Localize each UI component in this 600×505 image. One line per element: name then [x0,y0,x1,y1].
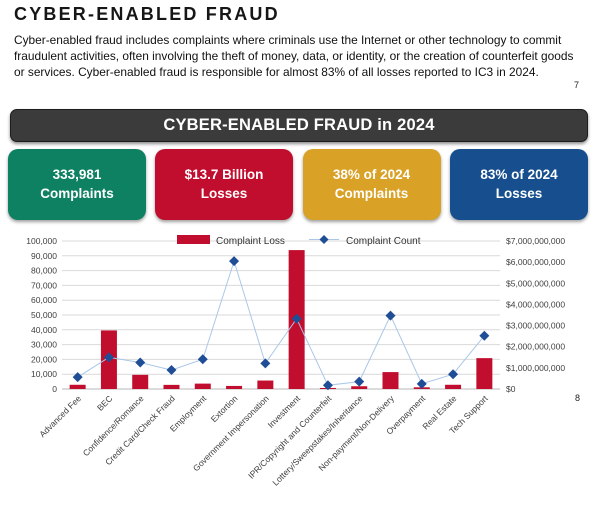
point-IPR/Copyright and Counterfeit [322,380,333,391]
x-axis-label: Extortion [209,393,240,424]
point-Extortion [229,256,240,267]
left-axis-tick: 40,000 [31,325,57,335]
right-axis-tick: $1,000,000,000 [506,363,565,373]
right-axis-tick: $5,000,000,000 [506,278,565,288]
stat-label: Complaints [334,185,409,201]
point-Real Estate [448,369,459,380]
left-axis-tick: 30,000 [31,340,57,350]
right-axis-tick: $6,000,000,000 [506,257,565,267]
stat-box-pct-complaints: 38% of 2024 Complaints [302,149,441,220]
point-Overpayment [416,378,427,389]
bar-Employment [194,383,211,389]
left-axis-tick: 60,000 [31,295,57,305]
bar-Lottery/Sweepstakes/Inheritance [351,386,368,389]
left-axis-tick: 70,000 [31,280,57,290]
legend-label-count: Complaint Count [346,236,421,247]
left-axis-tick: 20,000 [31,354,57,364]
legend-diamond-icon [319,235,329,244]
page-number-8: 8 [575,393,581,403]
intro-paragraph: Cyber-enabled fraud includes complaints … [14,33,574,80]
combo-chart: 100,000 90,000 80,000 70,000 60,000 50,000 40,… [0,232,600,505]
point-Credit Card/Check Fraud [166,365,177,376]
bar-Credit Card/Check Fraud [163,384,180,389]
point-Investment [291,313,302,324]
left-axis-tick: 80,000 [31,266,57,276]
point-Tech Support [479,330,490,341]
stat-box-complaints: 333,981 Complaints [8,149,146,220]
left-axis-tick: 0 [52,384,57,394]
stat-value: $13.7 Billion [184,166,264,182]
page-number-7: 7 [574,80,580,90]
legend-label-loss: Complaint Loss [216,236,285,247]
left-axis-tick: 50,000 [31,310,57,320]
x-axis-label: BEC [95,393,114,412]
chart-svg: 100,000 90,000 80,000 70,000 60,000 50,000 40,… [26,235,565,488]
page-title: CYBER-ENABLED FRAUD [14,4,280,24]
stat-box-pct-losses: 83% of 2024 Losses [450,149,588,220]
left-axis-tick: 10,000 [31,369,57,379]
right-axis-tick: $3,000,000,000 [506,321,565,331]
left-axis-tick: 100,000 [26,236,57,246]
right-axis-tick: $7,000,000,000 [506,236,565,246]
bar-Confidence/Romance [132,374,149,389]
banner-label: CYBER-ENABLED FRAUD in 2024 [163,116,435,134]
point-Non-payment/Non-Delivery [385,310,396,321]
bar-Real Estate [445,384,462,389]
x-axis-label: Advanced Fee [37,393,83,439]
bar-Extortion [226,385,243,389]
point-Advanced Fee [72,372,83,383]
legend-bar-swatch [177,235,210,244]
point-Employment [197,354,208,365]
bar-Advanced Fee [69,384,86,389]
section-banner: CYBER-ENABLED FRAUD in 2024 [10,109,588,142]
right-axis-tick: $2,000,000,000 [506,342,565,352]
point-Lottery/Sweepstakes/Inheritance [354,376,365,387]
bar-Non-payment/Non-Delivery [382,372,399,389]
stat-value: 38% of 2024 [332,166,411,182]
stat-label: Losses [495,185,543,201]
stat-value: 333,981 [52,166,102,182]
point-BEC [103,352,114,363]
stat-value: 83% of 2024 [480,166,558,182]
point-Government Impersonation [260,358,271,369]
count-line [77,259,485,386]
stat-box-losses: $13.7 Billion Losses [155,149,293,220]
right-axis-tick: $0 [506,384,516,394]
bar-Government Impersonation [257,380,274,389]
right-axis-tick: $4,000,000,000 [506,299,565,309]
stat-label: Complaints [40,185,114,201]
stat-label: Losses [200,185,248,201]
bar-Tech Support [476,358,493,389]
left-axis-tick: 90,000 [31,251,57,261]
x-axis-label: Confidence/Romance [81,393,146,458]
point-Confidence/Romance [135,357,146,368]
